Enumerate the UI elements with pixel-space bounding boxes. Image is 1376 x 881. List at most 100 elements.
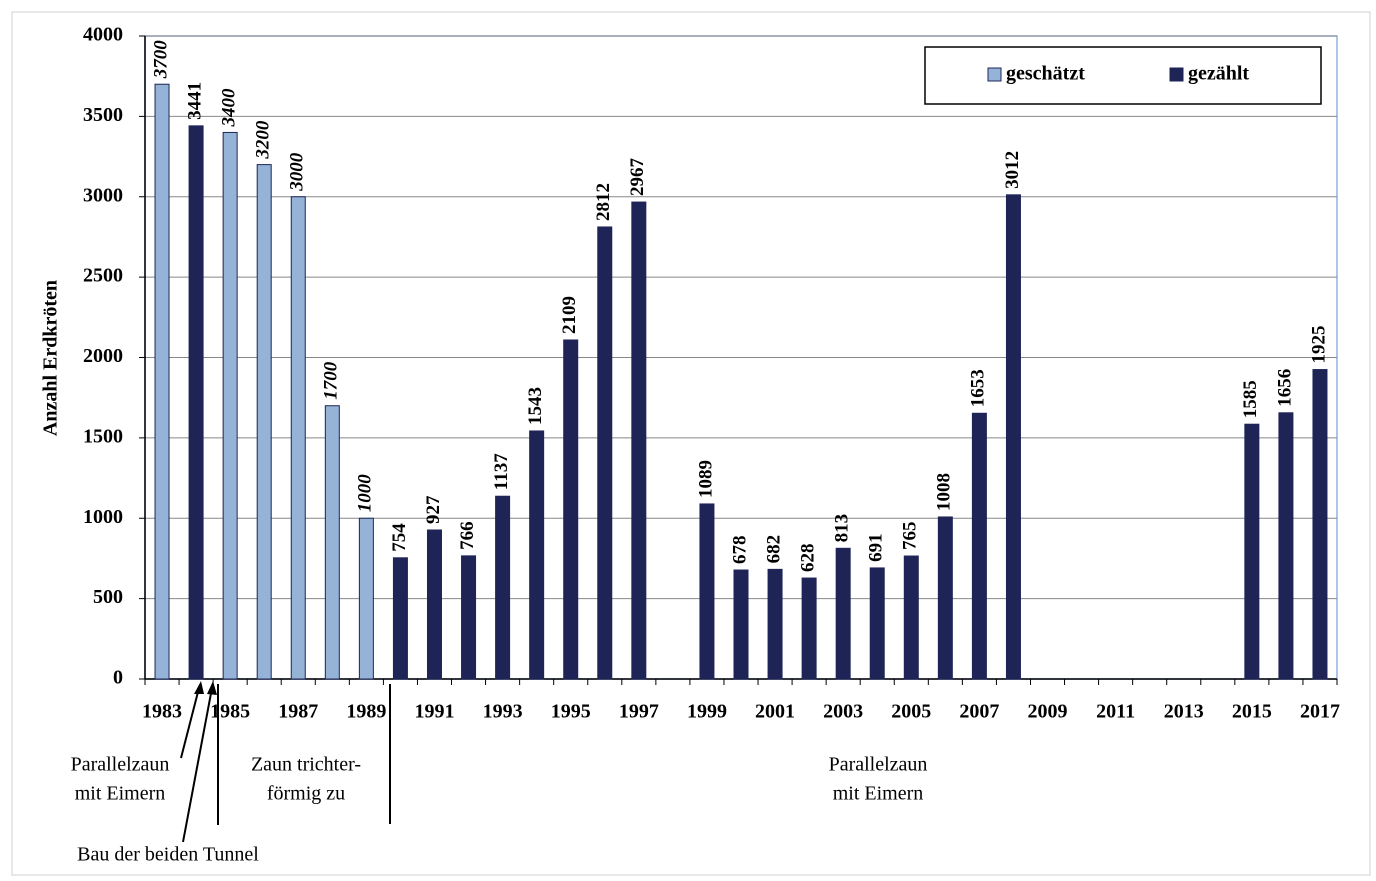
legend-label: geschätzt [1006, 63, 1085, 85]
bar [563, 339, 579, 680]
data-label: 1656 [1274, 369, 1295, 407]
y-tick-label: 0 [113, 667, 123, 689]
x-tick-label: 2017 [1300, 701, 1340, 723]
data-label: 1089 [695, 460, 716, 498]
x-tick-label: 1987 [278, 701, 318, 723]
bar [154, 83, 170, 680]
x-tick-label: 1985 [210, 701, 250, 723]
annotation: mit Eimern [833, 783, 924, 805]
x-tick-label: 2005 [891, 701, 931, 723]
x-tick-label: 2009 [1028, 701, 1068, 723]
x-tick-label: 2001 [755, 701, 795, 723]
bar [597, 226, 613, 680]
y-tick-label: 2500 [83, 265, 123, 287]
x-tick-label: 2015 [1232, 701, 1272, 723]
y-tick-label: 3000 [83, 184, 123, 206]
data-label: 765 [900, 522, 921, 551]
data-label: 754 [389, 523, 410, 552]
annotation: Parallelzaun [829, 754, 928, 776]
bar [222, 131, 238, 680]
x-tick-label: 1983 [142, 701, 182, 723]
data-label: 1653 [968, 369, 989, 407]
bar [188, 125, 204, 680]
data-label: 1008 [934, 473, 955, 511]
data-label: 927 [423, 495, 444, 524]
y-tick-label: 2000 [83, 345, 123, 367]
bar [256, 164, 272, 680]
bar [733, 569, 749, 680]
x-tick-label: 1997 [619, 701, 659, 723]
annotation: Parallelzaun [71, 754, 170, 776]
bar [324, 405, 340, 680]
bar [461, 555, 477, 680]
bar [835, 547, 851, 680]
x-tick-label: 1999 [687, 701, 727, 723]
chart-frame [11, 11, 1371, 876]
data-label: 1137 [491, 453, 512, 490]
data-label: 678 [729, 536, 750, 565]
bar [358, 517, 374, 680]
bar [529, 430, 545, 680]
x-tick-label: 2011 [1096, 701, 1135, 723]
data-label: 1585 [1240, 380, 1261, 418]
arrow-head [194, 681, 204, 694]
bar [392, 557, 408, 680]
bar [903, 555, 919, 680]
y-tick-label: 500 [93, 586, 123, 608]
x-tick-label: 2003 [823, 701, 863, 723]
y-tick-label: 1000 [83, 506, 123, 528]
arrow [182, 687, 213, 843]
bar [937, 516, 953, 680]
bar [869, 567, 885, 680]
data-label: 2967 [627, 158, 648, 197]
x-tick-label: 1995 [551, 701, 591, 723]
x-tick-label: 2007 [959, 701, 999, 723]
y-axis-label: Anzahl Erdkröten [40, 280, 62, 436]
legend-box [924, 46, 1322, 105]
data-label: 813 [832, 514, 853, 543]
data-label: 2109 [559, 296, 580, 334]
data-label: 628 [797, 544, 818, 573]
bar [1278, 412, 1294, 680]
x-tick-label: 1989 [346, 701, 386, 723]
bar [699, 503, 715, 680]
data-label: 3000 [287, 152, 308, 192]
annotation: förmig zu [267, 783, 345, 805]
data-label: 691 [866, 533, 887, 562]
bar [801, 577, 817, 680]
data-label: 3441 [184, 82, 205, 120]
data-label: 1925 [1308, 326, 1329, 364]
y-tick-label: 4000 [83, 24, 123, 46]
y-tick-label: 1500 [83, 425, 123, 447]
data-label: 1000 [355, 474, 376, 513]
bar [1005, 194, 1021, 680]
data-label: 2812 [593, 183, 614, 221]
x-tick-label: 2013 [1164, 701, 1204, 723]
data-label: 682 [763, 535, 784, 564]
data-label: 3400 [219, 88, 240, 128]
bar [426, 529, 442, 680]
data-label: 3012 [1002, 151, 1023, 189]
annotation: Zaun trichter- [251, 754, 361, 776]
bar [971, 412, 987, 680]
x-tick-label: 1991 [414, 701, 454, 723]
arrow-head [207, 681, 217, 695]
annotation: Bau der beiden Tunnel [77, 844, 259, 866]
data-label: 1700 [321, 361, 342, 400]
bar [290, 196, 306, 680]
bar [1244, 423, 1260, 680]
bar [631, 201, 647, 680]
legend-label: gezählt [1188, 63, 1249, 85]
data-label: 766 [457, 521, 478, 550]
bar [1312, 369, 1328, 680]
annotation: mit Eimern [75, 783, 166, 805]
y-tick-label: 3500 [83, 104, 123, 126]
bar [495, 495, 511, 680]
x-tick-label: 1993 [483, 701, 523, 723]
data-label: 1543 [525, 387, 546, 425]
arrow [180, 687, 200, 759]
legend-swatch [987, 67, 1002, 82]
bar [767, 568, 783, 680]
data-label: 3700 [150, 40, 171, 80]
